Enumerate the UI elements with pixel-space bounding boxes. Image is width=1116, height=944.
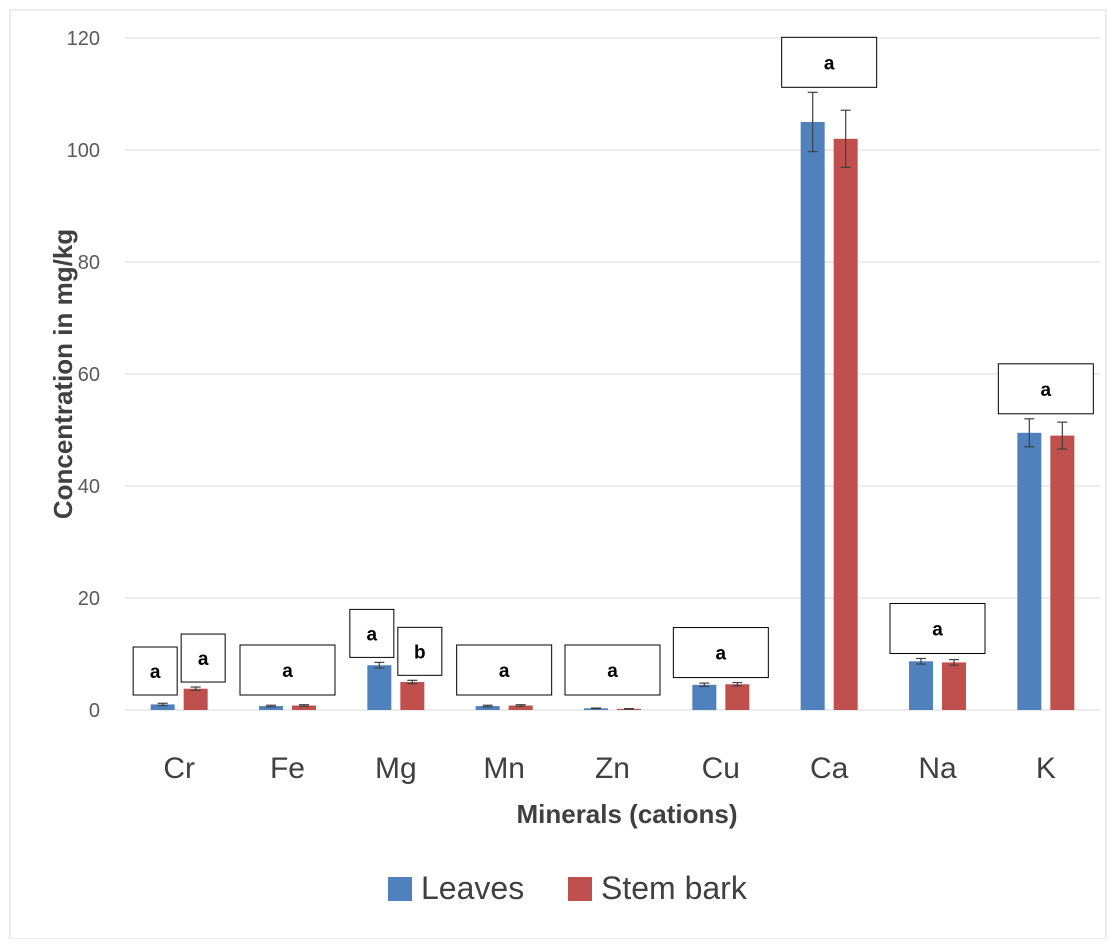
bars — [150, 122, 1075, 711]
y-tick-label: 60 — [78, 364, 100, 386]
y-tick-labels: 0 20 40 60 80 100 120 — [67, 28, 100, 722]
y-axis-title: Concentration in mg/kg — [48, 229, 78, 519]
x-category-label: Ca — [810, 752, 849, 785]
x-category-label: Mn — [483, 752, 525, 785]
y-tick-label: 120 — [67, 28, 100, 50]
chart-frame — [9, 9, 1107, 940]
annotation-letter: a — [932, 619, 943, 640]
bar — [183, 688, 208, 710]
annotation-letter: a — [607, 661, 618, 682]
bar — [150, 704, 175, 710]
annotation-box — [349, 608, 395, 658]
x-category-label: Mg — [375, 752, 417, 785]
legend: Leaves Stem bark — [388, 870, 748, 906]
bar — [1050, 435, 1075, 710]
annotation-letter: a — [150, 662, 161, 683]
annotation-box — [132, 646, 178, 696]
bar — [800, 122, 825, 710]
y-tick-label: 20 — [78, 588, 100, 610]
bar — [367, 665, 392, 710]
bar — [909, 661, 933, 710]
x-category-label: Cu — [702, 752, 740, 785]
legend-label: Leaves — [421, 870, 524, 906]
annotation-letter: a — [198, 649, 209, 670]
bar — [292, 705, 316, 710]
annotation-letter: a — [716, 644, 727, 665]
annotation-box — [672, 627, 769, 679]
y-tick-label: 80 — [78, 252, 100, 274]
bar — [833, 138, 858, 711]
bar — [692, 684, 717, 710]
x-category-label: Cr — [163, 752, 195, 785]
legend-label: Stem bark — [601, 870, 748, 906]
significance-annotations: a a a a b a a a a a a — [132, 36, 1094, 696]
annotation-box — [239, 644, 336, 696]
y-tick-label: 100 — [67, 140, 100, 162]
x-category-label: K — [1036, 752, 1056, 785]
legend-swatch — [568, 877, 592, 901]
annotation-letter: a — [1041, 380, 1052, 401]
annotation-box — [781, 36, 878, 88]
annotation-box — [889, 602, 986, 654]
bar — [508, 705, 533, 710]
bar — [475, 706, 500, 710]
gridlines — [125, 37, 1100, 711]
x-category-label: Fe — [270, 752, 305, 785]
annotation-box — [180, 633, 226, 683]
annotation-box — [397, 626, 443, 676]
y-tick-label: 0 — [89, 700, 100, 722]
bar — [259, 706, 283, 710]
annotation-letter: a — [282, 661, 293, 682]
legend-swatch — [388, 877, 412, 901]
bar — [725, 684, 750, 710]
x-axis-title: Minerals (cations) — [516, 799, 737, 829]
bar — [942, 662, 966, 710]
error-bars — [157, 91, 1068, 710]
annotation-box — [564, 644, 661, 696]
x-category-labels: Cr Fe Mg Mn Zn Cu Ca Na K — [163, 752, 1056, 785]
x-category-label: Zn — [595, 752, 630, 785]
annotation-letter: a — [499, 661, 510, 682]
annotation-letter: a — [824, 53, 835, 74]
annotation-letter: b — [414, 642, 426, 663]
bar — [1017, 432, 1042, 710]
bar — [400, 682, 425, 710]
annotation-letter: a — [367, 624, 378, 645]
x-category-label: Na — [918, 752, 957, 785]
annotation-box — [997, 363, 1094, 415]
annotation-box — [456, 644, 553, 696]
y-tick-label: 40 — [78, 476, 100, 498]
